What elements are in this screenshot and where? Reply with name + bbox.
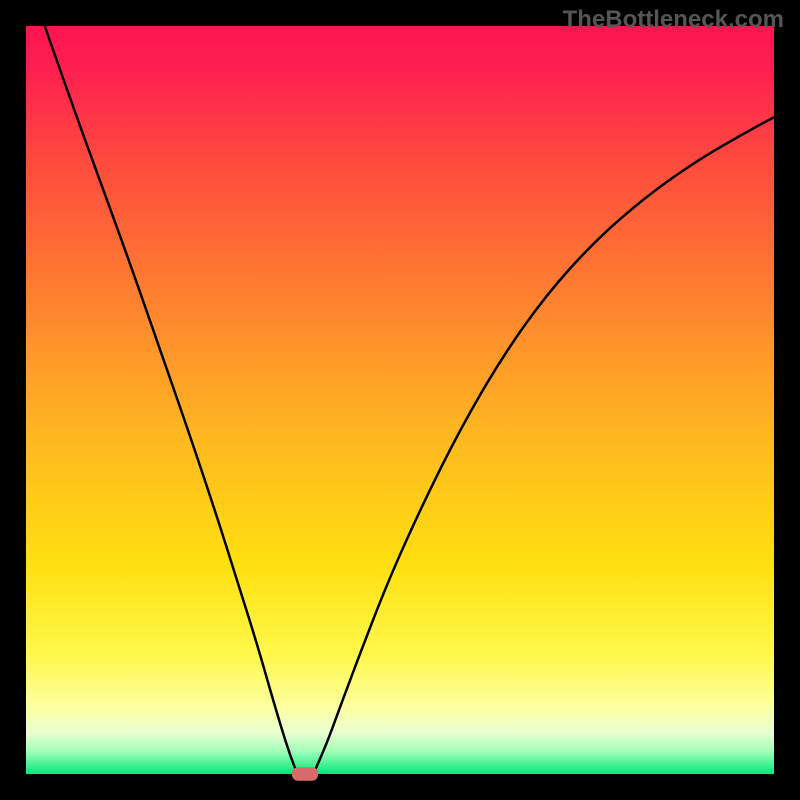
bottleneck-chart <box>0 0 800 800</box>
chart-container: TheBottleneck.com <box>0 0 800 800</box>
watermark-text: TheBottleneck.com <box>563 6 784 34</box>
valley-marker <box>292 767 318 780</box>
plot-background <box>26 26 774 774</box>
